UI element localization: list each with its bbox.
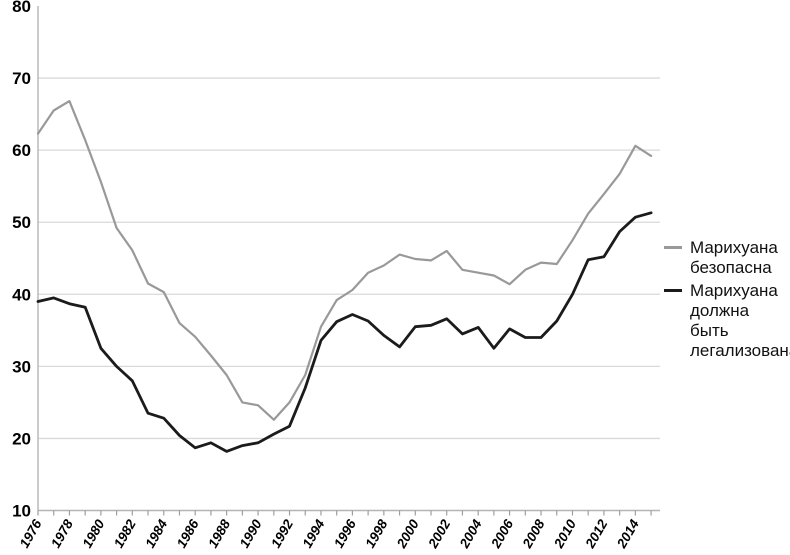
y-tick-label: 30	[12, 357, 31, 376]
series-line-marijuana-safe	[36, 99, 653, 421]
y-tick-label: 70	[12, 69, 31, 88]
legend-item-marijuana-safe: Марихуана безопасна	[664, 238, 790, 278]
x-tick-label: 1982	[111, 517, 139, 551]
x-tick-label: 2002	[425, 517, 454, 552]
x-tick-label: 1992	[268, 517, 296, 551]
y-tick-label: 20	[12, 429, 31, 448]
x-tick-label: 1998	[362, 517, 390, 551]
x-tick-label: 1988	[205, 517, 233, 551]
legend-label: Марихуана безопасна	[690, 238, 778, 277]
legend: Марихуана безопасна Марихуана должна быт…	[664, 238, 790, 364]
y-tick-label: 60	[12, 141, 31, 160]
x-tick-label: 1994	[300, 517, 328, 551]
series-line-marijuana-legalized	[36, 211, 653, 453]
legend-swatch-gray-line	[664, 246, 682, 249]
x-tick-label: 2012	[582, 517, 611, 552]
x-tick-label: 1980	[79, 517, 107, 551]
x-tick-label: 2010	[551, 517, 580, 552]
y-tick-label: 50	[12, 213, 31, 232]
x-tick-label: 2000	[393, 517, 422, 552]
x-tick-label: 2014	[613, 517, 642, 552]
x-tick-label: 1986	[174, 517, 202, 551]
legend-item-marijuana-legalized: Марихуана должна быть легализована	[664, 281, 790, 361]
x-tick-label: 1976	[17, 517, 45, 551]
x-tick-label: 1996	[331, 517, 359, 551]
x-tick-label: 1990	[237, 517, 265, 551]
x-tick-label: 1978	[48, 517, 76, 551]
y-tick-label: 40	[12, 285, 31, 304]
legend-swatch-black-line	[664, 289, 682, 292]
legend-label: Марихуана должна быть легализована	[690, 281, 790, 360]
x-tick-label: 2006	[488, 517, 517, 552]
y-tick-label: 10	[12, 502, 31, 521]
y-tick-label: 80	[12, 0, 31, 16]
x-tick-label: 2004	[456, 517, 485, 552]
x-tick-label: 2008	[519, 517, 548, 552]
x-tick-label: 1984	[142, 517, 170, 551]
